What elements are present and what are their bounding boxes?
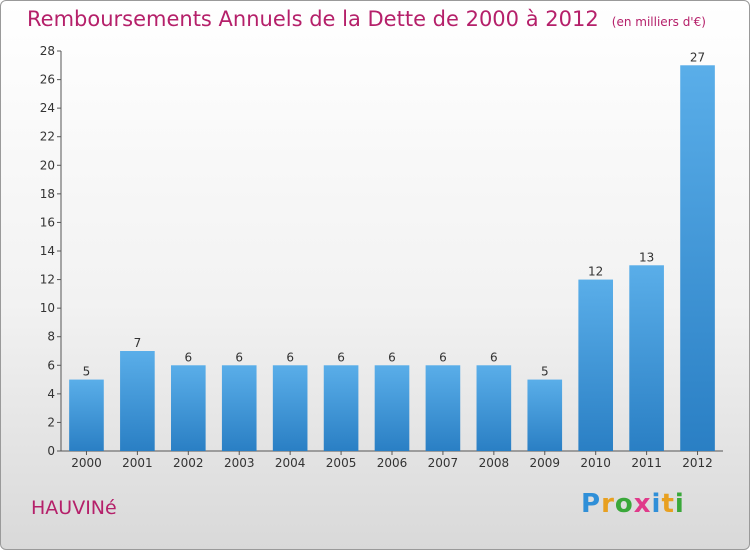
- bar-value-label: 5: [541, 365, 549, 379]
- bar: [323, 365, 359, 451]
- x-tick-label: 2002: [173, 456, 204, 470]
- bar-value-label: 13: [639, 250, 654, 264]
- commune-name: HAUVINé: [31, 497, 117, 519]
- bar: [578, 279, 614, 451]
- y-tick-label: 24: [40, 101, 55, 115]
- bar-value-label: 6: [184, 350, 192, 364]
- bar: [374, 365, 410, 451]
- bar-value-label: 6: [388, 350, 396, 364]
- x-tick-label: 2006: [377, 456, 408, 470]
- logo-letter: x: [633, 489, 652, 519]
- logo-letter: r: [601, 489, 615, 519]
- logo-letter: i: [674, 489, 685, 519]
- bar-value-label: 6: [286, 350, 294, 364]
- bar-value-label: 7: [134, 336, 142, 350]
- bar-value-label: 5: [83, 365, 91, 379]
- chart-title: Remboursements Annuels de la Dette de 20…: [27, 7, 599, 31]
- bar-value-label: 6: [439, 350, 447, 364]
- bar: [629, 265, 664, 451]
- logo-letter: i: [651, 489, 662, 519]
- y-tick-label: 12: [40, 273, 55, 287]
- y-tick-label: 22: [40, 130, 55, 144]
- x-tick-label: 2012: [682, 456, 713, 470]
- x-tick-label: 2001: [122, 456, 153, 470]
- bar: [120, 351, 155, 451]
- bar-value-label: 27: [690, 50, 705, 64]
- x-tick-label: 2005: [326, 456, 357, 470]
- bar: [680, 65, 715, 452]
- bar: [527, 379, 563, 451]
- y-tick-label: 18: [40, 187, 55, 201]
- y-tick-label: 4: [47, 387, 55, 401]
- logo-letter: P: [581, 489, 602, 519]
- x-tick-label: 2007: [428, 456, 459, 470]
- x-tick-label: 2003: [224, 456, 255, 470]
- y-tick-label: 20: [40, 158, 55, 172]
- x-tick-label: 2000: [71, 456, 102, 470]
- x-tick-label: 2004: [275, 456, 306, 470]
- x-tick-label: 2011: [631, 456, 662, 470]
- bar: [170, 365, 206, 451]
- x-tick-label: 2009: [529, 456, 560, 470]
- bar-value-label: 6: [337, 350, 345, 364]
- bar: [272, 365, 308, 451]
- y-tick-label: 6: [47, 358, 55, 372]
- chart-subtitle: (en milliers d'€): [611, 15, 706, 29]
- x-tick-label: 2008: [479, 456, 510, 470]
- proxiti-logo: Proxiti: [581, 489, 685, 519]
- bar: [69, 379, 104, 451]
- title-row: Remboursements Annuels de la Dette de 20…: [27, 7, 706, 31]
- bar-value-label: 6: [235, 350, 243, 364]
- y-tick-label: 10: [40, 301, 55, 315]
- logo-letter: o: [614, 489, 634, 519]
- y-tick-label: 2: [47, 415, 55, 429]
- bar-value-label: 12: [588, 265, 603, 279]
- bar: [476, 365, 512, 451]
- bar-value-label: 6: [490, 350, 498, 364]
- logo-letter: t: [661, 489, 675, 519]
- y-tick-label: 8: [47, 330, 55, 344]
- bar: [221, 365, 257, 451]
- y-tick-label: 16: [40, 215, 55, 229]
- y-tick-label: 26: [40, 73, 55, 87]
- y-tick-label: 28: [40, 44, 55, 58]
- y-tick-label: 0: [47, 444, 55, 458]
- y-tick-label: 14: [40, 244, 55, 258]
- x-tick-label: 2010: [580, 456, 611, 470]
- bar: [425, 365, 461, 451]
